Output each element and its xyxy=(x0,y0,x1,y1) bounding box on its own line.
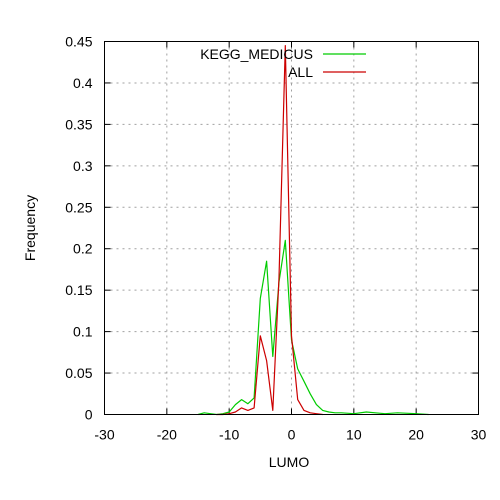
plot-frame xyxy=(104,41,479,415)
y-axis-label: Frequency xyxy=(22,195,38,261)
y-tick-label: 0.35 xyxy=(65,116,92,132)
x-tick-label: 30 xyxy=(471,427,487,443)
x-tick-label: 10 xyxy=(346,427,362,443)
x-tick-label: 20 xyxy=(408,427,424,443)
y-tick-label: 0 xyxy=(85,407,93,423)
y-tick-label: 0.15 xyxy=(65,282,92,298)
y-tick-label: 0.2 xyxy=(73,241,93,257)
axis-ticks: -30 -20 -10 0 10 20 30 0 0.05 0.1 0.15 0.2 0.25 0.3 0.… xyxy=(65,34,486,443)
legend: KEGG_MEDICUS ALL xyxy=(200,46,366,80)
series-line-1 xyxy=(216,44,323,416)
series-lines xyxy=(197,44,429,416)
series-line-0 xyxy=(197,239,429,416)
x-tick-label: -30 xyxy=(94,427,114,443)
x-tick-label: -10 xyxy=(219,427,239,443)
y-tick-label: 0.25 xyxy=(65,199,92,215)
x-tick-label: 0 xyxy=(288,427,296,443)
legend-label: KEGG_MEDICUS xyxy=(200,46,313,62)
y-tick-label: 0.1 xyxy=(73,324,93,340)
y-tick-label: 0.3 xyxy=(73,158,93,174)
grid xyxy=(104,41,479,415)
y-tick-label: 0.45 xyxy=(65,34,92,50)
legend-label: ALL xyxy=(288,64,313,80)
y-tick-label: 0.05 xyxy=(65,365,92,381)
x-tick-label: -20 xyxy=(157,427,177,443)
x-axis-label: LUMO xyxy=(269,454,310,470)
y-tick-label: 0.4 xyxy=(73,75,93,91)
